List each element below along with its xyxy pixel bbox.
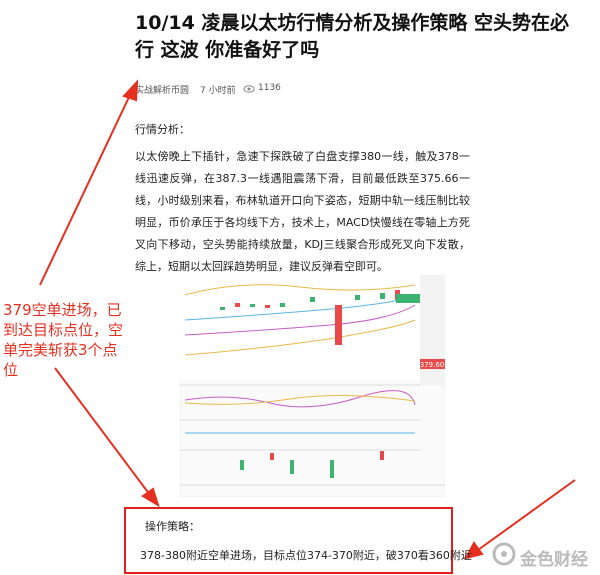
strategy-title: 操作策略： — [145, 520, 200, 533]
article-body: 以太傍晚上下插针，急速下探跌破了白盘支撑380一线，触及378一线迅速反弹，在3… — [135, 150, 470, 273]
time: 7 小时前 — [200, 86, 236, 96]
strategy-body: 378-380附近空单进场，目标点位374-370附近，破370看360附近 — [140, 549, 472, 562]
article-title: 10/14 凌晨以太坊行情分析及操作策略 空头势在必行 这波 你准备好了吗 — [135, 12, 570, 61]
strategy-box — [124, 507, 453, 574]
views-icon — [243, 85, 255, 93]
chart-image: 379.60 — [180, 275, 445, 497]
author[interactable]: 实战解析币圆 — [135, 86, 190, 96]
section-title: 行情分析： — [135, 123, 190, 136]
price-label: 379.60 — [420, 361, 445, 369]
annotation: 379空单进场，已到达目标点位，空单完美斩获3个点位 — [3, 301, 124, 379]
watermark-logo — [492, 542, 516, 566]
views: 1136 — [258, 83, 281, 93]
watermark: 金色财经 — [520, 550, 588, 570]
